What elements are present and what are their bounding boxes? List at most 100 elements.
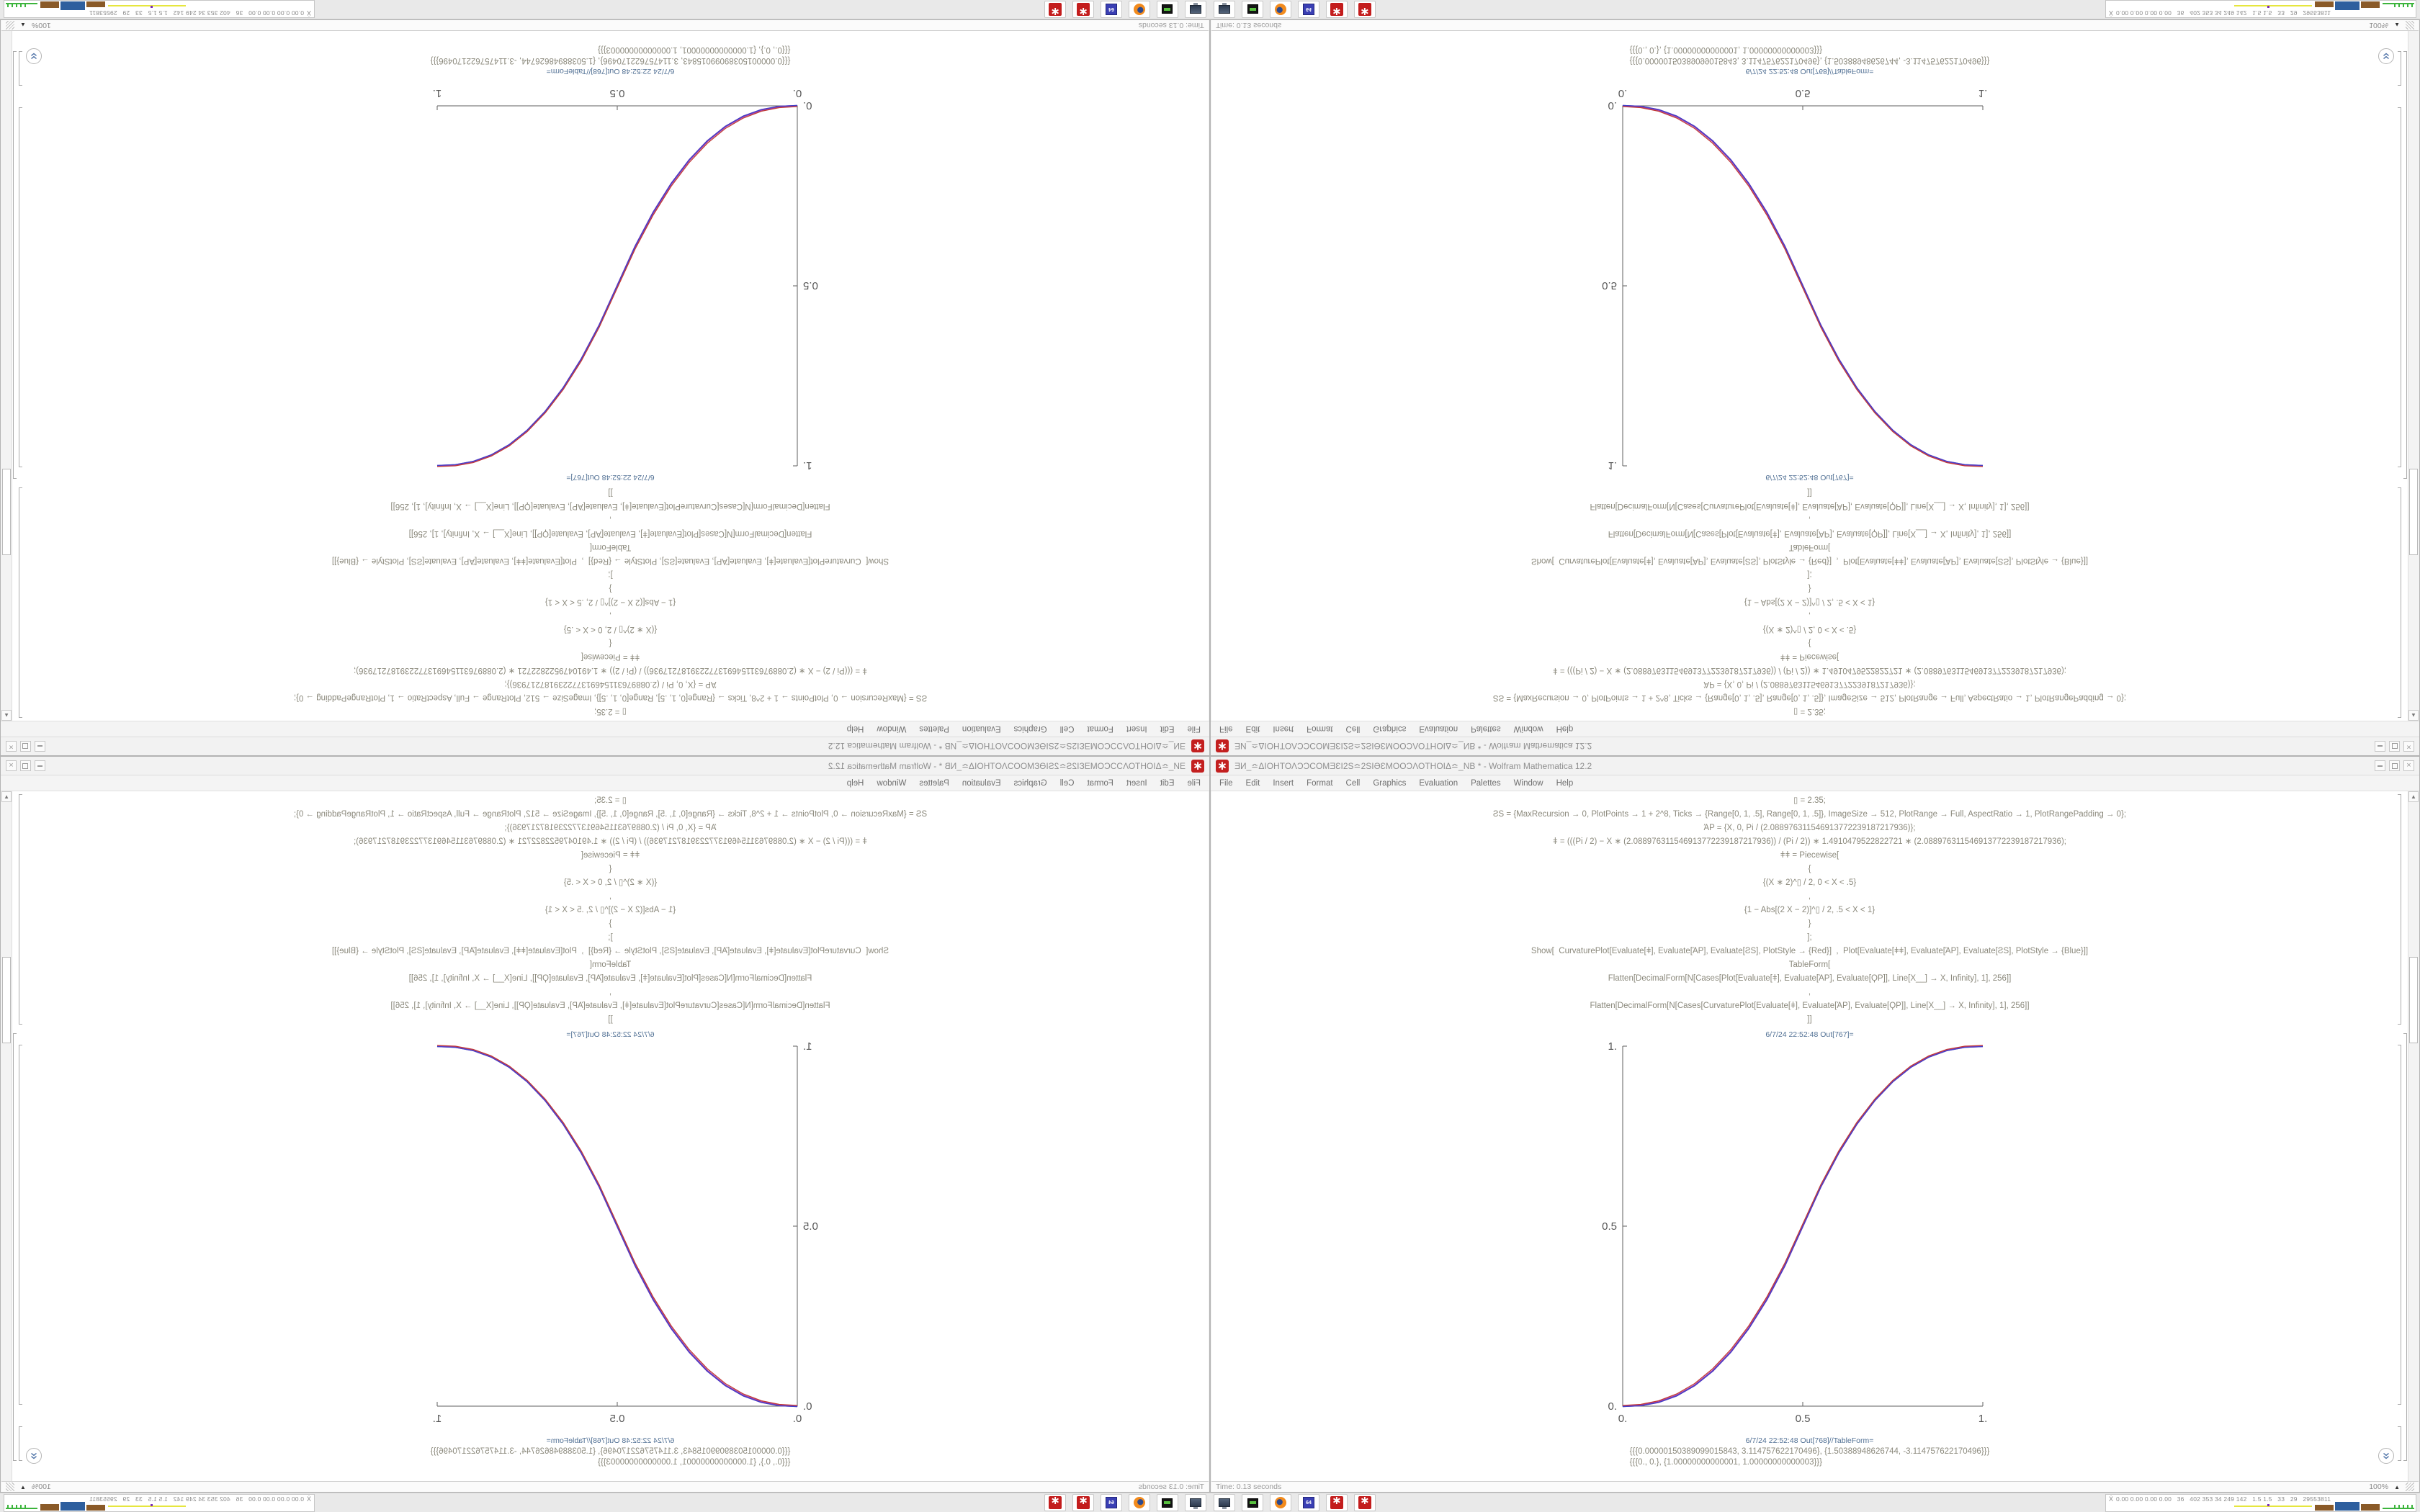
menu-cell[interactable]: Cell (1059, 724, 1075, 734)
scrollbar-thumb[interactable] (2, 957, 11, 1043)
resize-grip[interactable] (2406, 1482, 2414, 1491)
menu-evaluation[interactable]: Evaluation (1419, 724, 1458, 734)
zoom-level[interactable]: 100% (31, 21, 51, 30)
vertical-scrollbar[interactable]: ▲ (1, 791, 12, 1481)
menu-file[interactable]: File (1219, 724, 1233, 734)
code-line[interactable]: ]] (608, 488, 613, 497)
input-cell[interactable]: ▯ = 2.35; ƧS = {MaxRecursion → 0, PlotPoi… (12, 485, 1209, 721)
code-line[interactable]: ǂǂ = Piecewise[ (581, 652, 640, 661)
code-line[interactable]: ]; (608, 570, 613, 579)
menu-insert[interactable]: Insert (1273, 778, 1294, 788)
maximize-button[interactable] (20, 760, 31, 771)
mathematica-icon[interactable]: ∗ (1326, 1, 1348, 18)
titlebar[interactable]: ∗ ƎИ_≏ΔΙΟΗΤΟΛϽϽCOMƎƐΙ2S≏2SΙƏƐMOOϽΛΟΤΗΟΙΔ… (1, 757, 1209, 775)
code-line[interactable]: ▯ = 2.35; (594, 707, 627, 716)
menu-graphics[interactable]: Graphics (1013, 724, 1047, 734)
input-cell[interactable]: ▯ = 2.35; ƧS = {MaxRecursion → 0, PlotPoi… (1211, 485, 2408, 721)
code-line[interactable]: ]; (1807, 570, 1812, 579)
code-line[interactable]: TableForm[ (1788, 543, 1831, 552)
code-line[interactable]: ƧS = {MaxRecursion → 0, PlotPoints → 1 +… (293, 810, 928, 819)
scroll-up-icon[interactable]: ▲ (2408, 710, 2419, 721)
code-line[interactable]: ΆΡ = {X, 0, Pi / (2.08897631154691377223… (1703, 824, 1916, 832)
code-line[interactable]: ǂǂ = Piecewise[ (581, 851, 640, 860)
magnification-dropdown-icon[interactable]: ▲ (2394, 1483, 2400, 1490)
code-line[interactable]: { (609, 865, 612, 873)
tableform-cell-bracket[interactable] (19, 1426, 22, 1461)
mathematica-icon[interactable]: ∗ (1326, 1494, 1348, 1511)
code-line[interactable]: {1 − Abs[(2 X − 2)]^▯ / 2, .5 < X < 1} (1744, 598, 1876, 606)
code-line[interactable]: ǂ = (((Pi / 2) − X ∗ (2.0889763115469137… (1553, 666, 2066, 675)
code-line[interactable]: ΆΡ = {X, 0, Pi / (2.08897631154691377223… (504, 680, 717, 688)
code-line[interactable]: Show[ CurvaturePlot[Evaluate[ǂ], Evaluat… (1531, 557, 2089, 565)
scroll-up-icon[interactable]: ▲ (1, 791, 12, 802)
zoom-level[interactable]: 100% (2369, 1482, 2389, 1491)
menu-help[interactable]: Help (1556, 724, 1574, 734)
maximize-button[interactable] (2389, 741, 2400, 752)
menu-file[interactable]: File (1187, 778, 1201, 788)
code-line[interactable]: ]] (1807, 1015, 1812, 1024)
code-line[interactable]: {1 − Abs[(2 X − 2)]^▯ / 2, .5 < X < 1} (544, 598, 676, 606)
titlebar[interactable]: ∗ ƎИ_≏ΔΙΟΗΤΟΛϽϽCOMƎƐΙ2S≏2SΙƏƐMOOϽΛΟΤΗΟΙΔ… (1211, 757, 2419, 775)
menu-window[interactable]: Window (877, 778, 907, 788)
output-group-bracket[interactable] (13, 51, 17, 479)
menu-file[interactable]: File (1187, 724, 1201, 734)
menu-insert[interactable]: Insert (1126, 778, 1147, 788)
tableform-cell-bracket[interactable] (2398, 1426, 2401, 1461)
scroll-up-icon[interactable]: ▲ (1, 710, 12, 721)
output-group-bracket[interactable] (2403, 1033, 2407, 1461)
menu-edit[interactable]: Edit (1245, 778, 1260, 788)
mathematica-icon-2[interactable]: ∗ (1354, 1494, 1376, 1511)
code-line[interactable]: , (609, 611, 612, 620)
code-line[interactable]: ǂ = (((Pi / 2) − X ∗ (2.0889763115469137… (354, 837, 867, 846)
menu-cell[interactable]: Cell (1345, 778, 1361, 788)
plot-cell-bracket[interactable] (19, 107, 22, 467)
code-line[interactable]: Show[ CurvaturePlot[Evaluate[ǂ], Evaluat… (1531, 947, 2089, 955)
menu-palettes[interactable]: Palettes (919, 778, 949, 788)
scrollbar-thumb[interactable] (2, 469, 11, 555)
display-settings-icon[interactable] (1185, 1, 1206, 18)
menu-graphics[interactable]: Graphics (1013, 778, 1047, 788)
floppy-64-icon[interactable]: 64 (1101, 1, 1122, 18)
code-line[interactable]: Flatten[DecimalForm[N[Cases[Plot[Evaluat… (408, 974, 812, 983)
input-cell-bracket[interactable] (19, 487, 22, 718)
menu-edit[interactable]: Edit (1245, 724, 1260, 734)
resize-grip[interactable] (6, 1482, 14, 1491)
jump-to-end-button[interactable] (26, 48, 42, 64)
mathematica-icon[interactable]: ∗ (1072, 1494, 1094, 1511)
mathematica-icon-2[interactable]: ∗ (1044, 1494, 1066, 1511)
menu-insert[interactable]: Insert (1126, 724, 1147, 734)
code-line[interactable]: , (609, 516, 612, 524)
firefox-icon[interactable] (1129, 1494, 1150, 1511)
menu-evaluation[interactable]: Evaluation (1419, 778, 1458, 788)
code-line[interactable]: ǂǂ = Piecewise[ (1780, 851, 1839, 860)
magnification-dropdown-icon[interactable]: ▲ (20, 22, 26, 29)
menu-window[interactable]: Window (877, 724, 907, 734)
vertical-scrollbar[interactable]: ▲ (2408, 791, 2419, 1481)
zoom-level[interactable]: 100% (31, 1482, 51, 1491)
menu-palettes[interactable]: Palettes (919, 724, 949, 734)
resize-grip[interactable] (2406, 21, 2414, 30)
code-line[interactable]: , (609, 988, 612, 996)
code-line[interactable]: {1 − Abs[(2 X − 2)]^▯ / 2, .5 < X < 1} (1744, 906, 1876, 914)
titlebar[interactable]: ∗ ƎИ_≏ΔΙΟΗΤΟΛϽϽCOMƎƐΙ2S≏2SΙƏƐMOOϽΛΟΤΗΟΙΔ… (1211, 737, 2419, 755)
menu-graphics[interactable]: Graphics (1373, 724, 1407, 734)
scrollbar-thumb[interactable] (2409, 469, 2418, 555)
system-monitor-tray[interactable]: Ẋ 0.00 0.00 0.00 0.00 36 402 353 34 249 … (2105, 1493, 2416, 1512)
code-line[interactable]: ▯ = 2.35; (1793, 707, 1826, 716)
maximize-button[interactable] (20, 741, 31, 752)
disk-utility-icon[interactable] (1242, 1494, 1263, 1511)
code-line[interactable]: } (609, 584, 612, 593)
vertical-scrollbar[interactable]: ▲ (2408, 31, 2419, 721)
code-line[interactable]: Flatten[DecimalForm[N[Cases[Plot[Evaluat… (1608, 974, 2012, 983)
code-line[interactable]: TableForm[ (1788, 960, 1831, 969)
scrollbar-thumb[interactable] (2409, 957, 2418, 1043)
mathematica-icon[interactable]: ∗ (1072, 1, 1094, 18)
code-line[interactable]: ǂǂ = Piecewise[ (1780, 652, 1839, 661)
code-line[interactable]: TableForm[ (589, 543, 632, 552)
code-line[interactable]: ǂ = (((Pi / 2) − X ∗ (2.0889763115469137… (1553, 837, 2066, 846)
code-line[interactable]: TableForm[ (589, 960, 632, 969)
system-monitor-tray[interactable]: Ẋ 0.00 0.00 0.00 0.00 36 402 353 34 249 … (2105, 0, 2416, 19)
tableform-cell-bracket[interactable] (19, 51, 22, 86)
plot-cell-bracket[interactable] (19, 1045, 22, 1405)
titlebar[interactable]: ∗ ƎИ_≏ΔΙΟΗΤΟΛϽϽCOMƎƐΙ2S≏2SΙƏƐMOOϽΛΟΤΗΟΙΔ… (1, 737, 1209, 755)
